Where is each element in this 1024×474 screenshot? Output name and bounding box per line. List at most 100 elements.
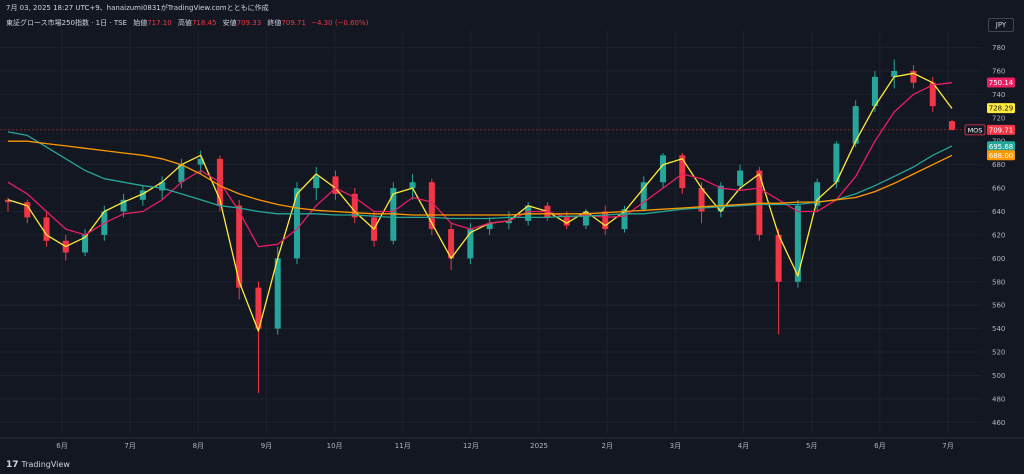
candle-body <box>929 82 936 107</box>
x-tick-label: 4月 <box>738 442 749 450</box>
x-tick-label: 6月 <box>56 442 67 450</box>
candle-body <box>698 188 705 212</box>
price-tag-value: 728.29 <box>989 105 1014 113</box>
y-tick-label: 740 <box>992 91 1005 99</box>
open-label: 始値 <box>133 19 148 27</box>
candle-body <box>274 258 281 329</box>
candle-body <box>448 229 455 259</box>
high-value: 718.45 <box>191 19 217 27</box>
tradingview-mark-icon: 17 <box>6 460 19 470</box>
y-tick-label: 620 <box>992 231 1005 239</box>
y-tick-label: 500 <box>992 372 1005 380</box>
price-tag-label-box <box>964 124 986 136</box>
candle-body <box>660 155 667 183</box>
candle-body <box>255 287 262 329</box>
x-tick-label: 8月 <box>193 442 204 450</box>
grid-lines <box>0 30 1024 439</box>
y-tick-label: 720 <box>992 114 1005 122</box>
x-tick-label: 10月 <box>327 442 343 450</box>
candle-body <box>120 199 127 212</box>
open-value: 717.10 <box>147 19 172 27</box>
candle-body <box>949 121 955 130</box>
close-label: 終値 <box>267 19 282 27</box>
moving-averages <box>7 72 953 332</box>
y-tick-label: 680 <box>992 161 1005 169</box>
candle-body <box>313 176 320 189</box>
candle-body <box>717 185 724 212</box>
x-tick-label: 3月 <box>670 442 681 450</box>
y-tick-label: 460 <box>992 419 1005 427</box>
price-tag-value: 688.00 <box>989 152 1014 160</box>
candle-body <box>737 170 744 186</box>
price-tag <box>987 124 1015 135</box>
candle-body <box>82 234 89 253</box>
currency-button[interactable]: JPY <box>988 18 1014 32</box>
candle-body <box>351 193 358 218</box>
price-tag-value: 750.14 <box>989 79 1014 87</box>
low-label: 安値 <box>222 19 237 27</box>
y-tick-label: 760 <box>992 67 1005 75</box>
candle-body <box>24 202 31 218</box>
price-tag <box>987 141 1015 152</box>
x-tick-label: 2月 <box>601 442 612 450</box>
y-tick-label: 580 <box>992 278 1005 286</box>
high-label: 高値 <box>177 19 192 27</box>
symbol-title[interactable]: 東証グロース市場250指数 · 1日 · TSE <box>6 19 127 27</box>
candle-body <box>5 199 11 203</box>
price-tag-label: MOS <box>968 126 983 134</box>
x-tick-label: 12月 <box>463 442 479 450</box>
candle-body <box>159 182 166 191</box>
price-tag <box>987 103 1015 114</box>
candle-body <box>679 155 686 189</box>
candle-body <box>814 182 821 206</box>
y-tick-label: 640 <box>992 208 1005 216</box>
x-tick-label: 5月 <box>806 442 817 450</box>
price-axis[interactable]: 4604805005205405605806006206406606807007… <box>992 44 1005 427</box>
x-tick-label: 11月 <box>395 442 411 450</box>
candle-body <box>332 176 339 194</box>
candle-body <box>428 182 435 230</box>
y-tick-label: 660 <box>992 185 1005 193</box>
moving-average-line <box>7 72 953 332</box>
candle-body <box>775 234 782 282</box>
x-tick-label: 7月 <box>124 442 135 450</box>
change-value: −4.30 (−0.60%) <box>311 19 369 27</box>
candle-body <box>409 182 416 189</box>
tradingview-logo[interactable]: 17 TradingView <box>6 460 70 470</box>
x-tick-label: 9月 <box>261 442 272 450</box>
chart-caption: 7月 03, 2025 18:27 UTC+9、hanaizumi0831がTr… <box>6 4 269 12</box>
candle-body <box>467 229 474 259</box>
moving-average-line <box>7 131 953 220</box>
y-tick-label: 520 <box>992 349 1005 357</box>
candle-body <box>852 106 859 144</box>
candle-body <box>910 70 917 83</box>
moving-average-line <box>7 82 953 248</box>
time-axis[interactable]: 6月 7月 8月 9月 10月 11月 12月 2025 2月 3月 4月 5月 6月 7月 <box>56 442 953 450</box>
candle-body <box>178 164 185 183</box>
low-value: 709.33 <box>236 19 262 27</box>
price-tag <box>987 77 1015 88</box>
price-tag-value: 695.68 <box>989 143 1014 151</box>
y-tick-label: 480 <box>992 395 1005 403</box>
x-tick-label: 2025 <box>530 442 548 450</box>
candle-body <box>794 205 801 282</box>
candle-body <box>871 76 878 107</box>
candle-body <box>486 223 493 230</box>
candle-body <box>582 211 589 226</box>
candle-body <box>505 220 512 224</box>
price-tag-value: 709.71 <box>989 126 1014 134</box>
candle-body <box>139 190 146 200</box>
close-value: 709.71 <box>281 19 306 27</box>
candle-body <box>621 209 628 230</box>
y-tick-label: 600 <box>992 255 1005 263</box>
logo-text: TradingView <box>21 460 70 469</box>
symbol-legend: 東証グロース市場250指数 · 1日 · TSE 始値717.10 高値718.… <box>6 18 368 28</box>
candle-body <box>236 205 243 288</box>
candle-body <box>563 217 570 226</box>
candle-body <box>640 182 647 210</box>
y-tick-label: 560 <box>992 302 1005 310</box>
candle-body <box>197 158 204 165</box>
x-tick-label: 6月 <box>874 442 885 450</box>
